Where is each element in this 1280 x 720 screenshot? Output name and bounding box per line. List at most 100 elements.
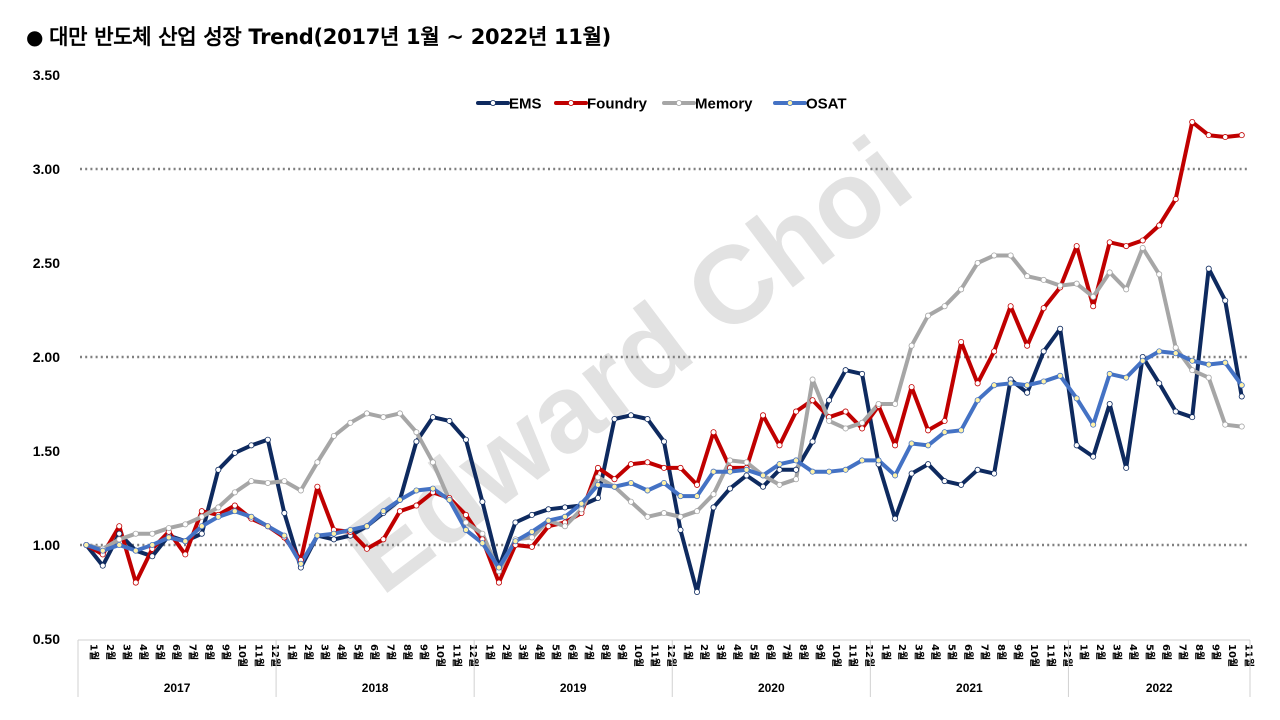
data-point: [760, 412, 767, 419]
x-tick-label: 6월: [170, 644, 182, 660]
watermark: Edward Choi: [322, 114, 933, 617]
data-point: [1189, 367, 1196, 374]
y-axis: 0.50 1.00 1.50 2.00 2.50 3.00 3.50: [33, 67, 60, 647]
data-point: [1189, 119, 1196, 126]
data-point: [132, 579, 139, 586]
data-point: [958, 427, 965, 434]
data-point: [809, 376, 816, 383]
data-point: [347, 419, 354, 426]
data-point: [661, 479, 668, 486]
data-point: [694, 481, 701, 488]
year-label: 2021: [956, 681, 983, 695]
data-point: [776, 442, 783, 449]
x-tick-label: 8월: [203, 644, 215, 660]
data-point: [330, 530, 337, 537]
data-point: [396, 496, 403, 503]
data-point: [743, 459, 750, 466]
data-point: [528, 528, 535, 535]
data-point: [297, 560, 304, 567]
data-point: [149, 553, 156, 560]
data-point: [1024, 273, 1031, 280]
legend-label-osat: OSAT: [806, 96, 847, 113]
data-point: [958, 481, 965, 488]
data-point: [1238, 132, 1245, 139]
data-point: [149, 542, 156, 549]
data-point: [694, 493, 701, 500]
year-label: 2017: [164, 681, 191, 695]
data-point: [627, 412, 634, 419]
data-point: [429, 485, 436, 492]
data-point: [198, 530, 205, 537]
data-point: [1007, 252, 1014, 259]
data-point: [281, 510, 288, 517]
data-point: [1238, 393, 1245, 400]
data-point: [528, 543, 535, 550]
data-point: [1139, 237, 1146, 244]
x-tick-label: 6월: [566, 644, 578, 660]
data-point: [974, 259, 981, 266]
data-point: [925, 442, 932, 449]
data-point: [958, 338, 965, 345]
legend-label-foundry: Foundry: [587, 96, 648, 113]
data-point: [413, 429, 420, 436]
data-point: [710, 491, 717, 498]
legend-label-memory: Memory: [695, 96, 753, 113]
x-tick-label: 9월: [615, 644, 627, 660]
data-point: [974, 466, 981, 473]
y-tick-label: 2.00: [33, 349, 60, 365]
data-point: [330, 432, 337, 439]
x-tick-label: 11월: [847, 644, 859, 667]
data-point: [1139, 357, 1146, 364]
x-tick-label: 3월: [516, 644, 528, 660]
data-point: [991, 348, 998, 355]
data-point: [627, 498, 634, 505]
data-point: [347, 526, 354, 533]
data-point: [661, 464, 668, 471]
x-tick-label: 7월: [781, 644, 793, 660]
y-tick-label: 3.50: [33, 67, 60, 83]
data-point: [1007, 303, 1014, 310]
data-point: [710, 504, 717, 511]
data-point: [99, 562, 106, 569]
data-point: [545, 506, 552, 513]
data-point: [842, 408, 849, 415]
data-point: [1205, 265, 1212, 272]
year-label: 2020: [758, 681, 785, 695]
x-tick-label: 1월: [880, 644, 892, 660]
data-point: [644, 459, 651, 466]
data-point: [1057, 325, 1064, 332]
data-point: [908, 470, 915, 477]
data-point: [760, 483, 767, 490]
data-point: [231, 489, 238, 496]
data-point: [875, 457, 882, 464]
data-point: [413, 487, 420, 494]
data-point: [231, 508, 238, 515]
x-tick-label: 7월: [979, 644, 991, 660]
x-tick-label: 6월: [962, 644, 974, 660]
data-point: [396, 410, 403, 417]
data-point: [1024, 389, 1031, 396]
x-tick-label: 2월: [500, 644, 512, 660]
data-point: [892, 472, 899, 479]
data-point: [1139, 244, 1146, 251]
data-point: [1007, 380, 1014, 387]
data-point: [1024, 382, 1031, 389]
year-label: 2019: [560, 681, 587, 695]
data-point: [545, 517, 552, 524]
x-tick-label: 10월: [434, 644, 446, 667]
data-point: [925, 427, 932, 434]
data-point: [182, 521, 189, 528]
data-point: [743, 472, 750, 479]
x-tick-label: 4월: [731, 644, 743, 660]
x-tick-label: 7월: [186, 644, 198, 660]
data-point: [446, 417, 453, 424]
data-point: [198, 523, 205, 530]
x-tick-label: 8월: [599, 644, 611, 660]
data-point: [941, 429, 948, 436]
x-tick-label: 2월: [896, 644, 908, 660]
data-point: [1172, 350, 1179, 357]
x-tick-label: 8월: [797, 644, 809, 660]
data-point: [413, 438, 420, 445]
x-tick-label: 3월: [1111, 644, 1123, 660]
x-tick-label: 12월: [269, 644, 281, 667]
